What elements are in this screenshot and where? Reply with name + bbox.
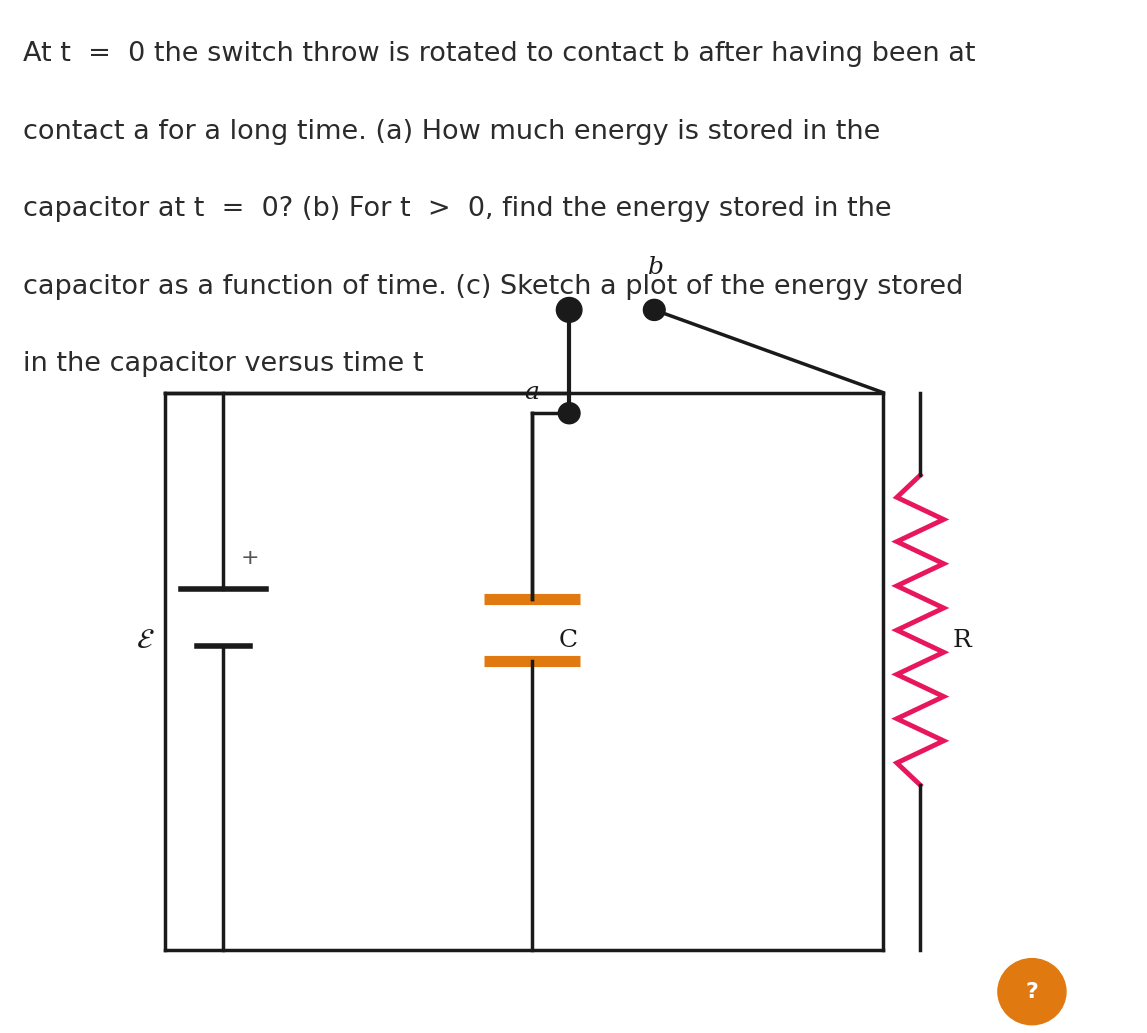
Text: in the capacitor versus time t: in the capacitor versus time t <box>23 351 424 377</box>
Text: +: + <box>241 547 259 568</box>
Text: a: a <box>524 381 539 404</box>
Text: b: b <box>648 256 664 279</box>
Text: capacitor at t  =  0? (b) For t  >  0, find the energy stored in the: capacitor at t = 0? (b) For t > 0, find … <box>23 196 892 222</box>
Circle shape <box>643 300 665 320</box>
Text: contact a for a long time. (a) How much energy is stored in the: contact a for a long time. (a) How much … <box>23 119 881 145</box>
Text: capacitor as a function of time. (c) Sketch a plot of the energy stored: capacitor as a function of time. (c) Ske… <box>23 274 963 300</box>
Text: C: C <box>559 629 578 652</box>
Text: $\mathcal{E}$: $\mathcal{E}$ <box>135 627 154 654</box>
Text: R: R <box>952 629 970 652</box>
Text: At t  =  0 the switch throw is rotated to contact b after having been at: At t = 0 the switch throw is rotated to … <box>23 41 976 67</box>
Circle shape <box>556 298 582 322</box>
Circle shape <box>998 959 1066 1025</box>
Circle shape <box>559 403 580 424</box>
Text: ?: ? <box>1025 981 1038 1002</box>
